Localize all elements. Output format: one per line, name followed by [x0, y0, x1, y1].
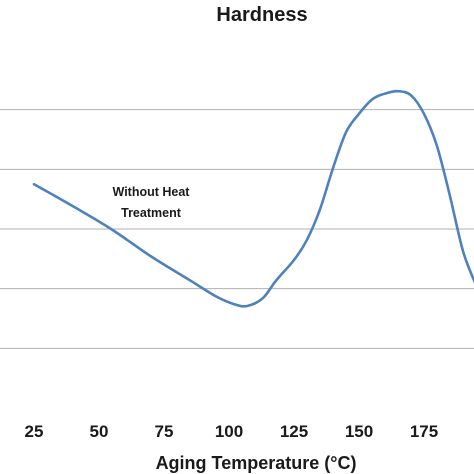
series-layer	[32, 89, 474, 308]
x-tick-label: 100	[215, 422, 243, 441]
x-tick-label: 150	[345, 422, 373, 441]
x-tick-labels: 25 50 75 100 125 150 175	[25, 422, 439, 441]
hardness-series-line	[32, 89, 474, 308]
annotation-line: Treatment	[121, 206, 182, 220]
x-axis-label: Aging Temperature (°C)	[156, 453, 357, 473]
annotation-layer: Without Heat Treatment	[113, 185, 191, 220]
annotation-line: Without Heat	[113, 185, 191, 199]
x-tick-label: 125	[280, 422, 308, 441]
x-tick-label: 50	[90, 422, 109, 441]
x-tick-label: 175	[410, 422, 438, 441]
chart-title: Hardness	[216, 4, 307, 26]
gridlines	[0, 109, 474, 349]
x-tick-label: 75	[155, 422, 174, 441]
x-tick-label: 25	[25, 422, 44, 441]
